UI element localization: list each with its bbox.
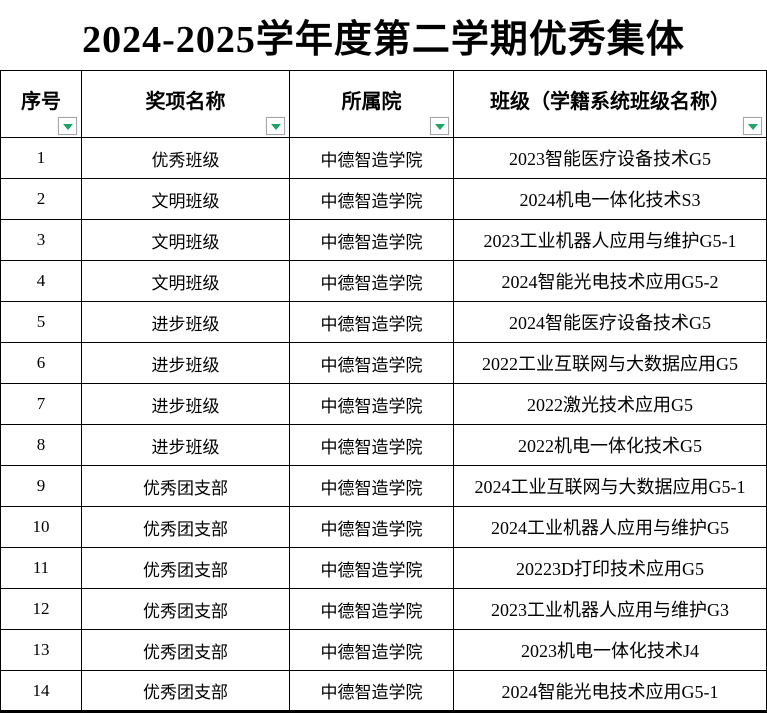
cell-class-name: 2022工业互联网与大数据应用G5 bbox=[453, 342, 767, 384]
cell-college: 中德智造学院 bbox=[289, 547, 454, 589]
col-header-index: 序号 bbox=[0, 70, 82, 138]
cell-college: 中德智造学院 bbox=[289, 137, 454, 179]
cell-class-name: 20223D打印技术应用G5 bbox=[453, 547, 767, 589]
table-row: 2 文明班级 中德智造学院 2024机电一体化技术S3 bbox=[0, 178, 767, 220]
cell-college: 中德智造学院 bbox=[289, 629, 454, 671]
cell-class-name: 2023工业机器人应用与维护G5-1 bbox=[453, 219, 767, 261]
cell-college: 中德智造学院 bbox=[289, 301, 454, 343]
cell-class-name: 2023智能医疗设备技术G5 bbox=[453, 137, 767, 179]
cell-award-name: 进步班级 bbox=[81, 301, 290, 343]
col-header-college: 所属院 bbox=[289, 70, 454, 138]
cell-index: 6 bbox=[0, 342, 82, 384]
col-header-award-label: 奖项名称 bbox=[145, 90, 226, 113]
table-row: 14 优秀团支部 中德智造学院 2024智能光电技术应用G5-1 bbox=[0, 670, 767, 713]
cell-college: 中德智造学院 bbox=[289, 383, 454, 425]
cell-index: 13 bbox=[0, 629, 82, 671]
cell-college: 中德智造学院 bbox=[289, 424, 454, 466]
cell-college: 中德智造学院 bbox=[289, 506, 454, 548]
cell-class-name: 2024智能光电技术应用G5-2 bbox=[453, 260, 767, 302]
col-header-index-label: 序号 bbox=[21, 90, 61, 113]
cell-class-name: 2023机电一体化技术J4 bbox=[453, 629, 767, 671]
cell-index: 1 bbox=[0, 137, 82, 179]
cell-award-name: 优秀团支部 bbox=[81, 547, 290, 589]
cell-class-name: 2024智能医疗设备技术G5 bbox=[453, 301, 767, 343]
page-title: 2024-2025学年度第二学期优秀集体 bbox=[82, 18, 685, 61]
awards-table: 序号 奖项名称 所属院 班级（学籍系统班级名称） 1 优秀班级 bbox=[0, 70, 767, 713]
cell-index: 14 bbox=[0, 670, 82, 713]
cell-index: 10 bbox=[0, 506, 82, 548]
cell-award-name: 优秀团支部 bbox=[81, 506, 290, 548]
table-row: 3 文明班级 中德智造学院 2023工业机器人应用与维护G5-1 bbox=[0, 219, 767, 261]
cell-award-name: 文明班级 bbox=[81, 260, 290, 302]
cell-class-name: 2024工业互联网与大数据应用G5-1 bbox=[453, 465, 767, 507]
filter-dropdown-button-college[interactable] bbox=[430, 117, 449, 135]
cell-class-name: 2022机电一体化技术G5 bbox=[453, 424, 767, 466]
cell-class-name: 2024机电一体化技术S3 bbox=[453, 178, 767, 220]
cell-index: 4 bbox=[0, 260, 82, 302]
filter-dropdown-button-award[interactable] bbox=[266, 117, 285, 135]
col-header-college-label: 所属院 bbox=[341, 90, 402, 113]
cell-college: 中德智造学院 bbox=[289, 670, 454, 713]
table-row: 10 优秀团支部 中德智造学院 2024工业机器人应用与维护G5 bbox=[0, 506, 767, 548]
cell-award-name: 进步班级 bbox=[81, 424, 290, 466]
filter-arrow-icon bbox=[270, 123, 281, 130]
cell-college: 中德智造学院 bbox=[289, 342, 454, 384]
cell-award-name: 优秀团支部 bbox=[81, 465, 290, 507]
cell-class-name: 2024智能光电技术应用G5-1 bbox=[453, 670, 767, 713]
cell-college: 中德智造学院 bbox=[289, 178, 454, 220]
cell-college: 中德智造学院 bbox=[289, 219, 454, 261]
cell-award-name: 进步班级 bbox=[81, 383, 290, 425]
cell-award-name: 优秀班级 bbox=[81, 137, 290, 179]
header-row: 序号 奖项名称 所属院 班级（学籍系统班级名称） bbox=[0, 70, 767, 138]
cell-college: 中德智造学院 bbox=[289, 588, 454, 630]
col-header-award: 奖项名称 bbox=[81, 70, 290, 138]
cell-index: 11 bbox=[0, 547, 82, 589]
cell-class-name: 2023工业机器人应用与维护G3 bbox=[453, 588, 767, 630]
cell-index: 5 bbox=[0, 301, 82, 343]
table-row: 13 优秀团支部 中德智造学院 2023机电一体化技术J4 bbox=[0, 629, 767, 671]
cell-college: 中德智造学院 bbox=[289, 260, 454, 302]
cell-index: 2 bbox=[0, 178, 82, 220]
cell-award-name: 文明班级 bbox=[81, 178, 290, 220]
table-row: 1 优秀班级 中德智造学院 2023智能医疗设备技术G5 bbox=[0, 137, 767, 179]
table-row: 7 进步班级 中德智造学院 2022激光技术应用G5 bbox=[0, 383, 767, 425]
cell-college: 中德智造学院 bbox=[289, 465, 454, 507]
cell-award-name: 进步班级 bbox=[81, 342, 290, 384]
filter-arrow-icon bbox=[434, 123, 445, 130]
cell-index: 8 bbox=[0, 424, 82, 466]
table-row: 8 进步班级 中德智造学院 2022机电一体化技术G5 bbox=[0, 424, 767, 466]
filter-arrow-icon bbox=[62, 123, 73, 130]
filter-dropdown-button-class[interactable] bbox=[743, 117, 762, 135]
table-body: 1 优秀班级 中德智造学院 2023智能医疗设备技术G5 2 文明班级 中德智造… bbox=[0, 137, 767, 713]
col-header-class: 班级（学籍系统班级名称） bbox=[453, 70, 767, 138]
filter-arrow-icon bbox=[747, 123, 758, 130]
cell-award-name: 优秀团支部 bbox=[81, 670, 290, 713]
table-row: 5 进步班级 中德智造学院 2024智能医疗设备技术G5 bbox=[0, 301, 767, 343]
cell-index: 7 bbox=[0, 383, 82, 425]
cell-class-name: 2024工业机器人应用与维护G5 bbox=[453, 506, 767, 548]
title-bar: 2024-2025学年度第二学期优秀集体 bbox=[0, 0, 767, 70]
table-row: 11 优秀团支部 中德智造学院 20223D打印技术应用G5 bbox=[0, 547, 767, 589]
table-row: 6 进步班级 中德智造学院 2022工业互联网与大数据应用G5 bbox=[0, 342, 767, 384]
cell-index: 3 bbox=[0, 219, 82, 261]
cell-award-name: 文明班级 bbox=[81, 219, 290, 261]
cell-class-name: 2022激光技术应用G5 bbox=[453, 383, 767, 425]
cell-index: 9 bbox=[0, 465, 82, 507]
cell-award-name: 优秀团支部 bbox=[81, 629, 290, 671]
col-header-class-label: 班级（学籍系统班级名称） bbox=[490, 90, 730, 113]
table-row: 12 优秀团支部 中德智造学院 2023工业机器人应用与维护G3 bbox=[0, 588, 767, 630]
cell-award-name: 优秀团支部 bbox=[81, 588, 290, 630]
cell-index: 12 bbox=[0, 588, 82, 630]
table-row: 9 优秀团支部 中德智造学院 2024工业互联网与大数据应用G5-1 bbox=[0, 465, 767, 507]
filter-dropdown-button-index[interactable] bbox=[58, 117, 77, 135]
table-row: 4 文明班级 中德智造学院 2024智能光电技术应用G5-2 bbox=[0, 260, 767, 302]
